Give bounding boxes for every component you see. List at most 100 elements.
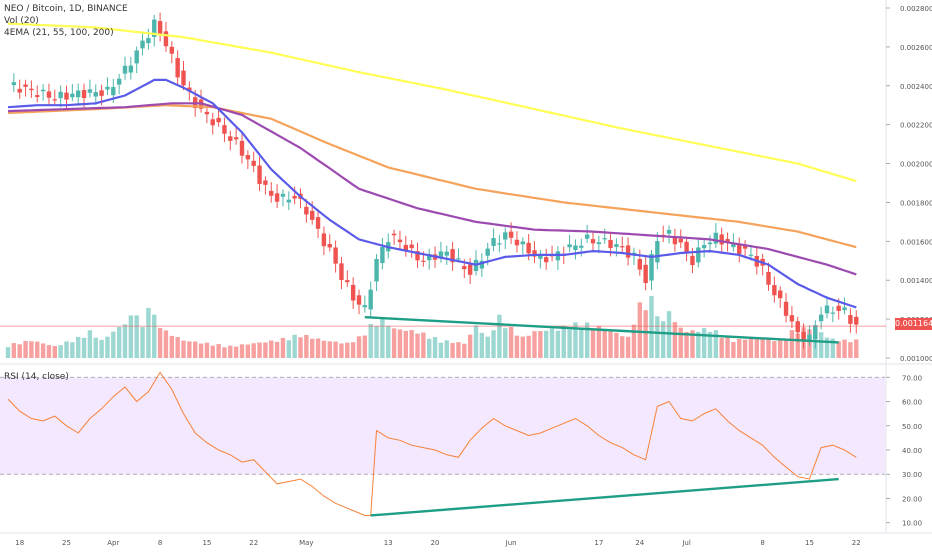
candle-body: [310, 210, 315, 220]
rsi-legend[interactable]: RSI (14, close): [4, 372, 69, 382]
volume-bar: [391, 328, 397, 358]
rsi-band: [0, 377, 885, 475]
candle-body: [701, 245, 707, 249]
volume-bar: [637, 302, 642, 358]
volume-bar: [620, 336, 625, 358]
volume-bar: [684, 331, 689, 358]
candle-body: [427, 254, 432, 261]
candle-body: [64, 92, 69, 100]
ema55-line: [7, 102, 857, 276]
volume-bar: [286, 340, 291, 358]
ema100-line: [7, 104, 857, 249]
candle-body: [81, 90, 87, 99]
candle-body: [848, 315, 853, 324]
time-tick-label: May: [299, 539, 313, 547]
volume-bar: [836, 341, 841, 358]
time-tick-label: Jun: [505, 539, 517, 547]
candle-body: [263, 180, 268, 185]
candle-body: [17, 88, 22, 93]
time-tick-label: 20: [431, 539, 440, 547]
volume-bar: [707, 331, 713, 358]
volume-bar: [374, 326, 379, 358]
volume-bar: [228, 345, 233, 358]
volume-bar: [345, 342, 350, 358]
volume-bar: [830, 338, 836, 358]
candle-body: [438, 251, 444, 258]
candle-body: [409, 244, 414, 249]
volume-bar: [23, 340, 28, 358]
time-tick-label: 8: [158, 539, 162, 547]
volume-bar: [99, 339, 104, 358]
rsi-trendline: [370, 477, 839, 517]
volume-bar: [491, 330, 496, 358]
volume-bar: [772, 341, 777, 358]
volume-bar: [304, 334, 309, 358]
candle-body: [526, 242, 531, 254]
candle-body: [157, 21, 163, 34]
volume-bar: [280, 337, 286, 358]
time-tick-label: 24: [635, 539, 644, 547]
time-tick-label: 8: [760, 539, 764, 547]
candle-body: [251, 160, 256, 166]
volume-bar: [310, 338, 315, 358]
candle-body: [497, 243, 502, 245]
candle-body: [514, 239, 520, 246]
candle-body: [672, 237, 678, 245]
volume-bar: [573, 322, 578, 358]
volume-bar: [233, 346, 239, 358]
candle-body: [105, 86, 110, 90]
volume-bar: [157, 327, 163, 358]
volume-bar: [40, 343, 46, 358]
volume-bar: [854, 339, 859, 358]
time-tick-label: 25: [62, 539, 71, 547]
candle-body: [274, 193, 280, 202]
candle-body: [491, 238, 496, 246]
candle-body: [128, 65, 134, 73]
volume-bar: [649, 296, 654, 358]
volume-bar: [778, 339, 783, 358]
candle-body: [70, 93, 75, 98]
candle-body: [35, 95, 40, 98]
rsi-tick-label: 50.00: [902, 423, 922, 431]
volume-bar: [544, 330, 549, 358]
volume-bar: [11, 343, 17, 358]
volume-bar: [122, 324, 128, 358]
candle-body: [766, 271, 771, 285]
candle-body: [415, 251, 420, 261]
volume-bar: [245, 344, 251, 358]
candle-body: [304, 206, 309, 215]
candle-body: [690, 255, 695, 266]
volume-bar: [725, 336, 730, 358]
symbol-legend[interactable]: NEO / Bitcoin, 1D, BINANCE: [4, 4, 128, 14]
volume-bar: [795, 333, 800, 358]
time-tick-label: 15: [805, 539, 814, 547]
candle-body: [467, 264, 473, 275]
rsi-tick-label: 70.00: [902, 374, 922, 382]
ema21-line: [7, 78, 857, 309]
volume-bar: [29, 341, 34, 358]
volume-bar: [748, 338, 754, 358]
ema-legend[interactable]: 4EMA (21, 55, 100, 200): [4, 28, 114, 38]
candle-body: [637, 259, 642, 270]
candle-body: [649, 253, 654, 281]
volume-bar: [58, 345, 63, 358]
volume-bar: [526, 335, 531, 358]
volume-bar: [52, 345, 57, 358]
candle-body: [181, 70, 186, 86]
price-tick-label: 0.002200: [900, 122, 932, 130]
candle-body: [678, 238, 683, 243]
candle-body: [345, 280, 350, 283]
volume-legend[interactable]: Vol (20): [4, 16, 39, 26]
volume-bar: [672, 322, 678, 358]
volume-bar: [403, 330, 408, 358]
candle-body: [485, 248, 490, 256]
candle-body: [58, 91, 63, 99]
volume-bar: [690, 330, 695, 358]
volume-bar: [380, 318, 385, 358]
candle-body: [742, 245, 748, 249]
ema200-line: [7, 22, 857, 183]
candle-body: [842, 307, 847, 311]
volume-bar: [479, 332, 485, 358]
